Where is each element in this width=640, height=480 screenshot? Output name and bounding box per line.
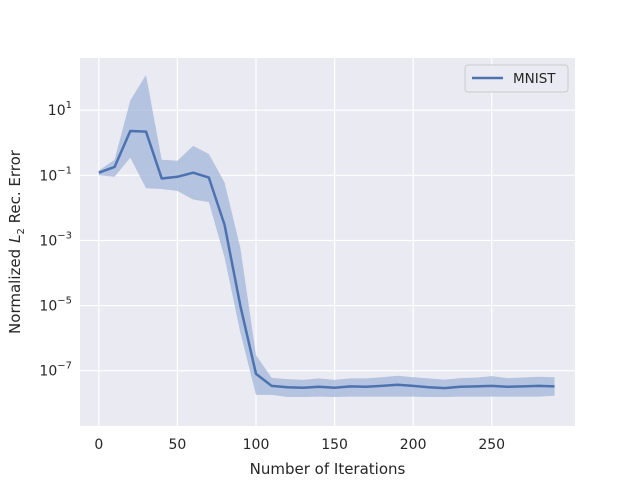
x-tick-label: 0 bbox=[94, 437, 103, 453]
grid bbox=[80, 58, 575, 426]
x-tick-label: 150 bbox=[321, 437, 348, 453]
confidence-band-mnist bbox=[98, 75, 555, 398]
y-tick-label: 101 bbox=[48, 100, 72, 119]
series-line-mnist bbox=[98, 129, 555, 390]
plot-background bbox=[80, 58, 575, 426]
y-tick-labels: 10−7 10−5 10−3 10−1 101 bbox=[39, 100, 72, 380]
series-line-layer bbox=[98, 129, 555, 390]
legend-box bbox=[464, 64, 569, 93]
confidence-band-layer bbox=[98, 75, 555, 398]
y-axis-label-math: L bbox=[6, 235, 24, 243]
x-tick-labels: 0 50 100 150 200 250 bbox=[94, 437, 505, 453]
x-tick-label: 200 bbox=[400, 437, 427, 453]
y-tick-label: 10−3 bbox=[39, 230, 72, 249]
x-tick-label: 250 bbox=[478, 437, 505, 453]
y-axis-label-prefix: Normalized bbox=[6, 249, 24, 334]
y-tick-label: 10−5 bbox=[39, 296, 72, 315]
y-tick-label: 10−1 bbox=[39, 165, 72, 184]
x-tick-label: 50 bbox=[169, 437, 187, 453]
y-tick-label: 10−7 bbox=[39, 361, 72, 380]
legend: MNIST bbox=[464, 64, 569, 93]
x-tick-label: 100 bbox=[243, 437, 270, 453]
y-axis-label-subscript: 2 bbox=[16, 228, 27, 234]
y-axis-label-suffix: Rec. Error bbox=[6, 149, 24, 228]
legend-label-mnist: MNIST bbox=[513, 71, 556, 87]
x-axis-label: Number of Iterations bbox=[250, 460, 406, 478]
y-axis-label: Normalized L2 Rec. Error bbox=[6, 149, 27, 334]
